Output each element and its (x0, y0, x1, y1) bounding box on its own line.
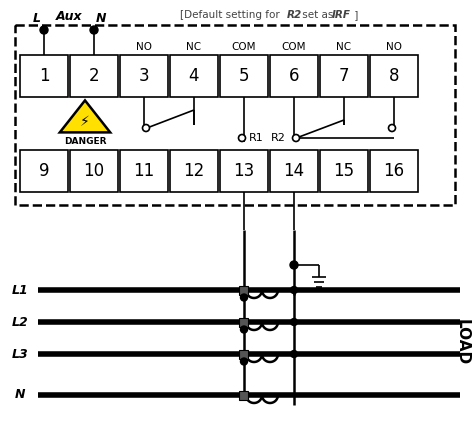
Bar (170, 150, 218, 192)
Bar (239, 391, 248, 400)
Text: NO: NO (386, 42, 402, 52)
Text: R1: R1 (249, 133, 264, 143)
Bar (239, 317, 248, 326)
Circle shape (389, 124, 395, 132)
Circle shape (240, 294, 247, 301)
Text: Aux: Aux (55, 9, 82, 23)
Text: 1: 1 (39, 67, 49, 85)
Text: L: L (33, 12, 41, 26)
Text: R2: R2 (271, 133, 286, 143)
Bar (220, 150, 268, 192)
Bar (220, 55, 268, 97)
Text: 14: 14 (283, 162, 305, 180)
Text: N: N (96, 12, 106, 26)
Text: 4: 4 (189, 67, 199, 85)
Text: NO: NO (136, 42, 152, 52)
Text: 15: 15 (333, 162, 355, 180)
Bar (70, 55, 118, 97)
Text: LOAD: LOAD (455, 320, 470, 366)
Text: NC: NC (186, 42, 201, 52)
Circle shape (143, 124, 149, 132)
Circle shape (292, 135, 300, 141)
Bar (320, 55, 368, 97)
Text: 6: 6 (289, 67, 299, 85)
Bar (70, 150, 118, 192)
Text: L2: L2 (12, 316, 28, 328)
Bar (170, 55, 218, 97)
Bar (370, 55, 418, 97)
Text: COM: COM (282, 42, 306, 52)
Text: 10: 10 (83, 162, 105, 180)
Text: 16: 16 (383, 162, 405, 180)
Text: set as: set as (299, 10, 337, 20)
Circle shape (240, 326, 247, 333)
Bar (20, 55, 68, 97)
Circle shape (238, 135, 246, 141)
Bar (320, 150, 368, 192)
Bar (270, 55, 318, 97)
Polygon shape (60, 101, 110, 132)
Text: L3: L3 (12, 348, 28, 360)
Text: 8: 8 (389, 67, 399, 85)
Text: COM: COM (232, 42, 256, 52)
Text: 13: 13 (233, 162, 255, 180)
Bar (270, 150, 318, 192)
Circle shape (40, 26, 48, 34)
Text: N: N (15, 389, 25, 401)
Circle shape (290, 261, 298, 269)
Text: 11: 11 (133, 162, 155, 180)
Bar (15, 25, 455, 205)
Text: IRF: IRF (332, 10, 351, 20)
Circle shape (291, 319, 298, 325)
Circle shape (90, 26, 98, 34)
Text: DANGER: DANGER (64, 137, 106, 146)
Text: 7: 7 (339, 67, 349, 85)
Text: ]: ] (351, 10, 358, 20)
Circle shape (291, 287, 298, 294)
Text: 9: 9 (39, 162, 49, 180)
Bar (239, 349, 248, 359)
Circle shape (291, 351, 298, 357)
Text: R2: R2 (287, 10, 302, 20)
Bar (120, 150, 168, 192)
Bar (239, 285, 248, 294)
Text: L1: L1 (12, 283, 28, 296)
Text: NC: NC (337, 42, 352, 52)
Text: 12: 12 (183, 162, 205, 180)
Text: 3: 3 (139, 67, 149, 85)
Text: ⚡: ⚡ (80, 115, 90, 129)
Bar (20, 150, 68, 192)
Circle shape (240, 358, 247, 365)
Bar (370, 150, 418, 192)
Bar (120, 55, 168, 97)
Text: [Default setting for: [Default setting for (180, 10, 283, 20)
Text: 2: 2 (89, 67, 100, 85)
Text: 5: 5 (239, 67, 249, 85)
